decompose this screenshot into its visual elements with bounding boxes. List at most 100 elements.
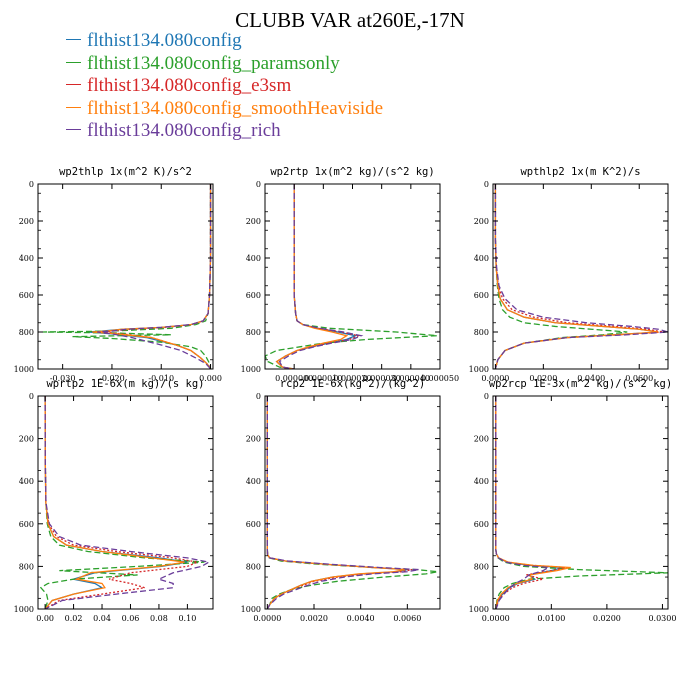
y-tick-label: 600 [474,291,489,300]
y-tick-label: 200 [474,435,489,444]
y-tick-label: 800 [246,328,261,337]
panel-frame [37,183,214,370]
x-tick-label: 0.0040 [347,614,375,623]
series-line [266,396,438,609]
panel-title: wp2rcp 1E-3x(m^2 kg)/(s^2 kg) [489,378,672,390]
y-tick-label: 0 [256,392,261,401]
panel: rcp2 1E-6x(kg^2)/(kg^2) 0 200 400 600 800 1000… [241,378,441,623]
legend-line-marker [66,106,81,108]
y-tick-label: 400 [246,477,261,486]
legend-item: flthist134.080config_rich [66,120,383,143]
y-tick-label: 1000 [14,365,34,374]
x-tick-label: -0.030 [50,374,76,383]
y-tick-label: 400 [474,477,489,486]
y-tick-label: 200 [474,217,489,226]
y-tick-label: 800 [19,562,34,571]
panel-frame [492,183,669,370]
y-tick-label: 0 [29,392,34,401]
y-tick-label: 800 [19,328,34,337]
series-line [42,184,212,369]
legend: flthist134.080config flthist134.080confi… [66,30,383,143]
legend-label: flthist134.080config_rich [87,120,281,141]
y-tick-label: 200 [246,217,261,226]
panel: wp2rtp 1x(m^2 kg)/(s^2 kg) 0 200 400 600 800 1… [241,166,459,383]
series-line [275,184,349,369]
y-tick-label: 400 [19,254,34,263]
series-line [39,396,205,609]
y-tick-label: 600 [19,291,34,300]
y-tick-label: 1000 [14,605,34,614]
legend-label: flthist134.080config_e3sm [87,75,292,96]
panel: wprtp2 1E-6x(m kg)/(s kg) 0 200 400 600 800 10… [14,378,214,623]
panel: wp2rcp 1E-3x(m^2 kg)/(s^2 kg)0 200 400 600 8… [469,378,677,623]
panel-title: wp2rtp 1x(m^2 kg)/(s^2 kg) [270,166,434,178]
x-tick-label: 0.0400 [577,374,605,383]
legend-item: flthist134.080config_paramsonly [66,53,383,76]
y-tick-label: 400 [474,254,489,263]
series-line [494,184,628,369]
legend-item: flthist134.080config [66,30,383,53]
x-tick-label: 0.04 [93,614,111,623]
series-line [266,396,406,609]
x-tick-label: 0.10 [178,614,196,623]
y-tick-label: 400 [19,477,34,486]
y-tick-label: 0 [29,180,34,189]
x-tick-label: 0.000020 [333,374,371,383]
y-tick-label: 1000 [241,605,261,614]
x-tick-label: 0.02 [65,614,83,623]
legend-label: flthist134.080config [87,30,242,51]
y-tick-label: 600 [246,291,261,300]
panel-frame [264,395,441,610]
x-tick-label: 0.000010 [304,374,342,383]
x-tick-label: 0.0200 [593,614,621,623]
series-line [494,184,668,369]
y-tick-label: 200 [246,435,261,444]
x-tick-label: 0.0000 [481,374,509,383]
series-line [44,396,200,609]
series-line [278,184,364,369]
x-tick-label: 0.000000 [275,374,313,383]
series-line [97,184,212,369]
series-line [495,396,668,609]
series-line [266,396,420,609]
x-tick-label: 0.0000 [253,614,281,623]
y-tick-label: 800 [474,562,489,571]
series-line [495,396,551,609]
legend-line-marker [66,39,81,41]
figure-title: CLUBB VAR at260E,-17N [235,8,465,32]
series-line [265,184,438,369]
y-tick-label: 1000 [469,365,489,374]
y-tick-label: 600 [246,520,261,529]
panel-title: wprtp2 1E-6x(m kg)/(s kg) [46,378,204,390]
legend-item: flthist134.080config_e3sm [66,75,383,98]
legend-label: flthist134.080config_smoothHeaviside [87,97,384,119]
x-tick-label: 0.0000 [482,614,510,623]
panel-title: rcp2 1E-6x(kg^2)/(kg^2) [280,378,425,390]
series-line [44,396,211,609]
y-tick-label: 1000 [469,605,489,614]
y-tick-label: 800 [474,328,489,337]
legend-line-marker [66,129,81,131]
x-tick-label: 0.0300 [648,614,676,623]
legend-line-marker [66,84,81,86]
y-tick-label: 400 [246,254,261,263]
panel: wp2thlp 1x(m^2 K)/s^2 0 200 400 600 800 1000 -0… [14,166,222,383]
y-tick-label: 1000 [241,365,261,374]
legend-line-marker [66,61,81,63]
x-tick-label: 0.0020 [300,614,328,623]
x-tick-label: -0.010 [148,374,174,383]
series-line [495,396,563,609]
legend-item: flthist134.080config_smoothHeaviside [66,98,383,121]
panel-frame [492,395,669,610]
y-tick-label: 0 [484,392,489,401]
panel: wpthlp2 1x(m K^2)/s 0 200 400 600 800 10000.00… [469,166,669,383]
x-tick-label: 0.06 [122,614,140,623]
y-tick-label: 0 [256,180,261,189]
series-line [494,184,659,369]
series-line [494,184,664,369]
series-line [102,184,212,369]
series-line [44,396,185,609]
x-tick-label: 0.08 [150,614,168,623]
legend-label: flthist134.080config_paramsonly [87,52,340,74]
